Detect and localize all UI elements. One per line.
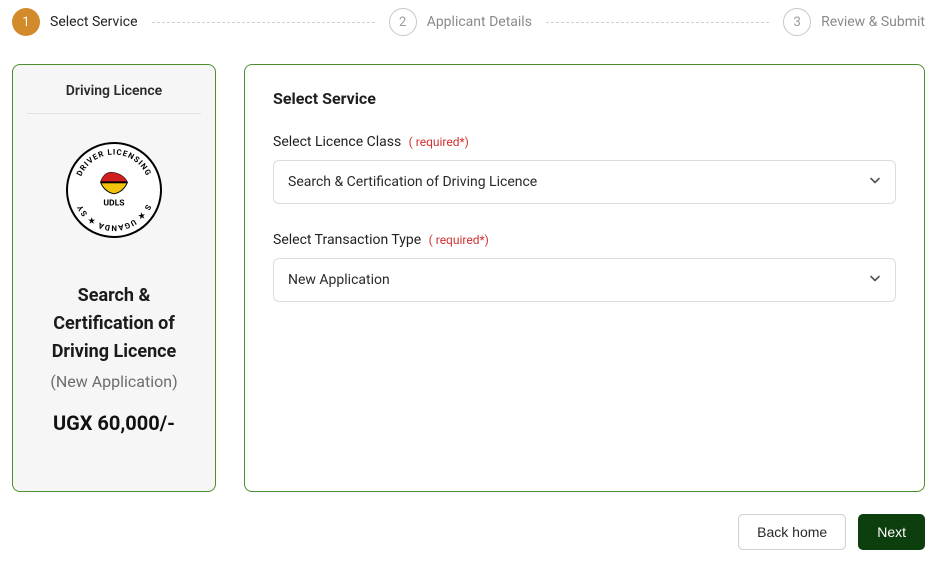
form-panel: Select Service Select Licence Class ( re… bbox=[244, 64, 925, 492]
step-2-label: Applicant Details bbox=[427, 14, 532, 30]
udls-logo-svg: DRIVER LICENSING S ★ UGANDA ★ SY UDLS bbox=[68, 142, 160, 238]
licence-class-label: Select Licence Class ( required*) bbox=[273, 134, 896, 150]
summary-card: Driving Licence DRIVER LICENSING S ★ UGA… bbox=[12, 64, 216, 492]
step-3[interactable]: 3 Review & Submit bbox=[783, 8, 925, 36]
field-licence-class: Select Licence Class ( required*) Search… bbox=[273, 134, 896, 204]
step-2[interactable]: 2 Applicant Details bbox=[389, 8, 532, 36]
licence-class-select[interactable]: Search & Certification of Driving Licenc… bbox=[273, 160, 896, 204]
svg-text:UDLS: UDLS bbox=[103, 198, 124, 208]
content-columns: Driving Licence DRIVER LICENSING S ★ UGA… bbox=[12, 64, 925, 492]
summary-service-name: Search & Certification of Driving Licenc… bbox=[27, 282, 201, 366]
step-3-label: Review & Submit bbox=[821, 14, 925, 30]
step-2-number: 2 bbox=[389, 8, 417, 36]
licence-class-value[interactable]: Search & Certification of Driving Licenc… bbox=[273, 160, 896, 204]
transaction-type-label-text: Select Transaction Type bbox=[273, 232, 421, 248]
transaction-type-label: Select Transaction Type ( required*) bbox=[273, 232, 896, 248]
summary-price: UGX 60,000/- bbox=[53, 411, 175, 435]
required-marker: ( required*) bbox=[409, 135, 469, 149]
summary-title: Driving Licence bbox=[27, 83, 201, 114]
step-3-number: 3 bbox=[783, 8, 811, 36]
transaction-type-value[interactable]: New Application bbox=[273, 258, 896, 302]
stepper: 1 Select Service 2 Applicant Details 3 R… bbox=[12, 8, 925, 36]
step-1-label: Select Service bbox=[50, 14, 138, 30]
required-marker: ( required*) bbox=[429, 233, 489, 247]
back-home-button[interactable]: Back home bbox=[738, 514, 846, 550]
udls-logo: DRIVER LICENSING S ★ UGANDA ★ SY UDLS bbox=[66, 142, 162, 238]
step-1-number: 1 bbox=[12, 8, 40, 36]
step-1[interactable]: 1 Select Service bbox=[12, 8, 138, 36]
action-buttons: Back home Next bbox=[12, 514, 925, 550]
summary-transaction: (New Application) bbox=[50, 372, 177, 391]
next-button[interactable]: Next bbox=[858, 514, 925, 550]
field-transaction-type: Select Transaction Type ( required*) New… bbox=[273, 232, 896, 302]
transaction-type-select[interactable]: New Application bbox=[273, 258, 896, 302]
step-divider bbox=[152, 22, 375, 23]
licence-class-label-text: Select Licence Class bbox=[273, 134, 401, 150]
panel-heading: Select Service bbox=[273, 89, 896, 108]
step-divider bbox=[546, 22, 769, 23]
